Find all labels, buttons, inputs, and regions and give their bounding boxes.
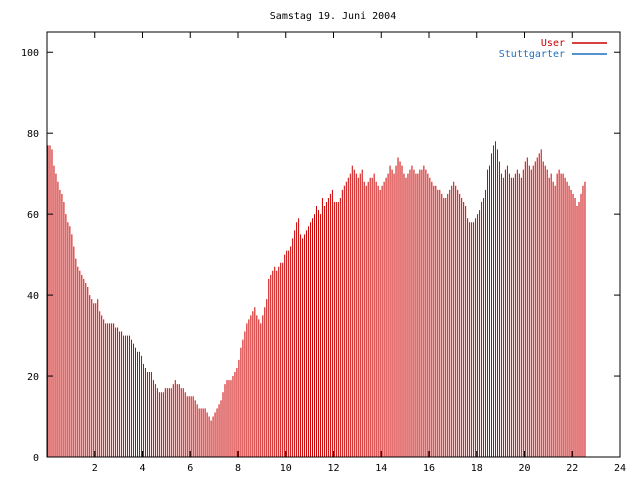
y-tick-label: 80 <box>27 129 39 140</box>
chart-title: Samstag 19. Juni 2004 <box>270 11 396 22</box>
x-tick-label: 20 <box>518 463 530 474</box>
x-tick-label: 6 <box>187 463 193 474</box>
x-tick-label: 2 <box>92 463 98 474</box>
y-tick-label: 0 <box>33 453 39 464</box>
x-tick-label: 16 <box>423 463 435 474</box>
bar-series-user <box>47 141 586 457</box>
x-tick-label: 4 <box>139 463 145 474</box>
y-tick-label: 60 <box>27 210 39 221</box>
x-tick-label: 12 <box>327 463 339 474</box>
legend-label-user: User <box>541 38 565 49</box>
legend-label-stuttgarter: Stuttgarter <box>499 49 565 60</box>
x-tick-label: 10 <box>280 463 292 474</box>
y-tick-label: 100 <box>21 48 39 59</box>
x-tick-label: 14 <box>375 463 387 474</box>
plot-frame <box>46 31 621 458</box>
legend: User Stuttgarter <box>499 38 607 60</box>
x-tick-label: 22 <box>566 463 578 474</box>
y-tick-label: 40 <box>27 291 39 302</box>
x-tick-label: 8 <box>235 463 241 474</box>
y-tick-label: 20 <box>27 372 39 383</box>
x-tick-label: 18 <box>471 463 483 474</box>
x-tick-label: 24 <box>614 463 626 474</box>
